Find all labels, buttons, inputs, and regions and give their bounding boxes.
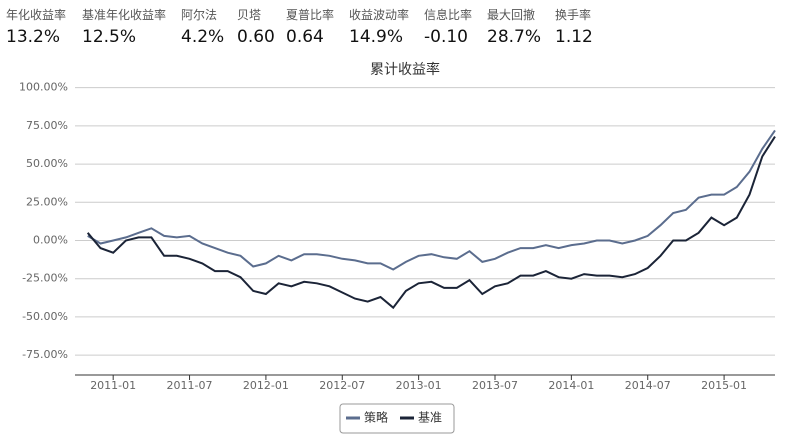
x-tick-label: 2012-01: [243, 379, 289, 392]
stat: 基准年化收益率 12.5%: [82, 6, 166, 47]
x-tick-label: 2011-01: [90, 379, 136, 392]
stat: 贝塔 0.60: [237, 6, 275, 47]
line-series: [86, 136, 776, 310]
stat-label: 换手率: [555, 8, 592, 22]
y-tick-label: 100.00%: [19, 81, 68, 94]
stat-value: 0.60: [237, 27, 275, 47]
legend-item[interactable]: 策略: [346, 410, 388, 425]
stat: 年化收益率 13.2%: [6, 6, 66, 47]
stat-label: 阿尔法: [181, 8, 218, 22]
stat-value: 12.5%: [82, 27, 137, 47]
x-tick-label: 2013-01: [396, 379, 442, 392]
stat-label: 信息比率: [424, 8, 473, 22]
x-tick-label: 2014-07: [625, 379, 671, 392]
chart-title: 累计收益率: [370, 61, 440, 78]
stat-value: 4.2%: [181, 27, 225, 47]
stat-label: 收益波动率: [349, 8, 410, 22]
x-tick-label: 2014-01: [548, 379, 594, 392]
y-tick-label: 0.00%: [33, 233, 68, 246]
stat: 阿尔法 4.2%: [181, 6, 224, 47]
x-tick-label: 2012-07: [319, 379, 365, 392]
stat-label: 最大回撤: [487, 8, 536, 22]
legend-label: 策略: [364, 410, 388, 425]
legend-label: 基准: [418, 411, 442, 425]
x-tick-label: 2013-07: [472, 379, 518, 392]
x-tick-label: 2011-07: [167, 379, 213, 392]
stat-value: 28.7%: [487, 27, 542, 47]
stat: 收益波动率 14.9%: [349, 6, 409, 47]
y-tick-label: -75.00%: [22, 348, 68, 361]
stat: 最大回撤 28.7%: [487, 6, 541, 47]
x-tick-label: 2015-01: [701, 379, 747, 392]
stat-value: -0.10: [424, 27, 468, 47]
stat-value: 13.2%: [6, 27, 61, 47]
stat-value: 14.9%: [349, 27, 404, 47]
legend-item[interactable]: 基准: [400, 411, 442, 425]
stat: 信息比率 -0.10: [424, 6, 472, 47]
y-tick-label: 25.00%: [26, 195, 68, 208]
y-tick-label: 75.00%: [26, 119, 68, 132]
y-tick-label: -25.00%: [22, 272, 68, 285]
y-tick-label: 50.00%: [26, 157, 68, 170]
stat-label: 贝塔: [237, 8, 262, 22]
stat-value: 1.12: [555, 27, 593, 47]
stat-value: 0.64: [286, 27, 324, 47]
stat: 夏普比率 0.64: [286, 6, 334, 47]
stat-label: 年化收益率: [6, 8, 67, 22]
stat-label: 基准年化收益率: [82, 8, 167, 22]
legend-box: [339, 403, 455, 434]
y-tick-label: -50.00%: [22, 310, 68, 323]
stat-label: 夏普比率: [286, 8, 335, 22]
stat: 换手率 1.12: [555, 6, 593, 47]
line-series: [87, 129, 776, 271]
